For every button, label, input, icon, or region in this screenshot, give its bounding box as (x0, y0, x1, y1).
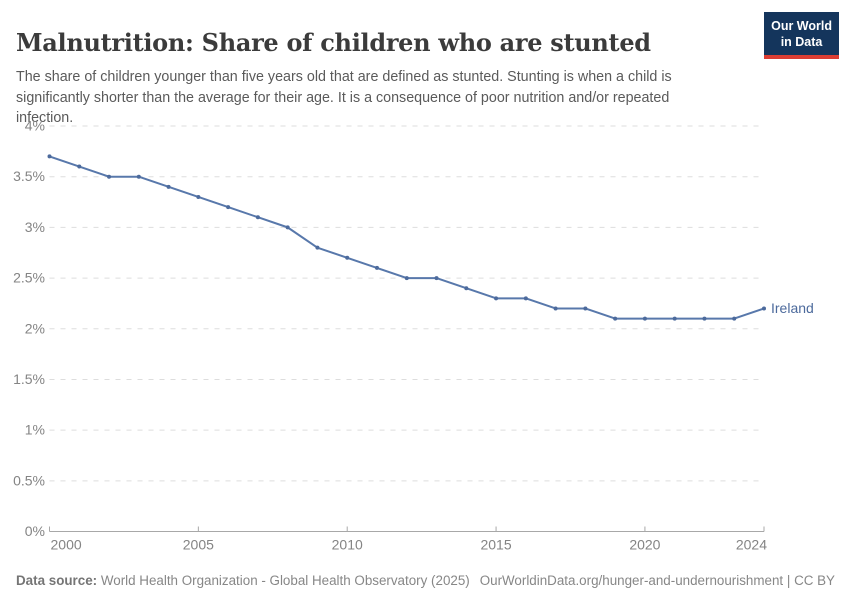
y-axis-tick-label: 0% (25, 523, 45, 539)
y-axis-tick-label: 1.5% (13, 371, 45, 387)
x-axis-tick-label: 2020 (629, 537, 660, 553)
data-point[interactable] (345, 255, 350, 260)
data-point[interactable] (762, 306, 766, 311)
data-point[interactable] (494, 296, 499, 301)
data-point[interactable] (642, 316, 647, 321)
data-point[interactable] (285, 225, 290, 230)
x-axis-tick-label: 2005 (183, 537, 214, 553)
datasource-label: Data source: (16, 573, 98, 588)
data-point[interactable] (434, 276, 439, 281)
y-axis-tick-label: 2.5% (13, 270, 45, 286)
data-point[interactable] (404, 276, 409, 281)
y-axis-tick-label: 1% (25, 422, 45, 438)
x-axis-tick-label: 2000 (51, 537, 82, 553)
data-point[interactable] (732, 316, 737, 321)
x-axis-tick-label: 2024 (736, 537, 767, 553)
chart-subtitle: The share of children younger than five … (16, 69, 672, 127)
data-point[interactable] (374, 265, 379, 270)
y-axis-tick-label: 2% (25, 320, 45, 336)
data-point[interactable] (315, 245, 320, 250)
data-point[interactable] (47, 154, 52, 159)
series-line-ireland[interactable] (49, 155, 765, 320)
owid-logo[interactable]: Our World in Data (764, 12, 839, 59)
data-point[interactable] (226, 205, 231, 210)
data-point[interactable] (107, 174, 112, 179)
datasource-value: World Health Organization - Global Healt… (97, 573, 470, 588)
footer-datasource: Data source: World Health Organization -… (16, 573, 470, 588)
owid-logo-line1: Our World (771, 19, 832, 33)
data-point[interactable] (613, 316, 618, 321)
entity-label-ireland[interactable]: Ireland (771, 300, 814, 316)
y-axis-tick-label: 4% (25, 118, 45, 134)
data-point[interactable] (583, 306, 588, 311)
footer-citation-link[interactable]: OurWorldinData.org/hunger-and-undernouri… (479, 573, 835, 588)
data-point[interactable] (166, 184, 171, 189)
y-axis-tick-label: 3% (25, 219, 45, 235)
data-point[interactable] (464, 286, 469, 291)
y-axis-tick-label: 0.5% (13, 472, 45, 488)
data-point[interactable] (523, 296, 528, 301)
chart-footer: Data source: World Health Organization -… (16, 573, 835, 588)
data-point[interactable] (77, 164, 82, 169)
data-point[interactable] (553, 306, 558, 311)
chart-title: Malnutrition: Share of children who are … (16, 28, 651, 58)
x-axis-tick-label: 2015 (480, 537, 511, 553)
x-axis-tick-label: 2010 (332, 537, 363, 553)
owid-logo-line2: in Data (780, 35, 823, 50)
data-point[interactable] (196, 194, 201, 199)
y-axis-tick-label: 3.5% (13, 168, 45, 184)
data-point[interactable] (672, 316, 677, 321)
data-point[interactable] (702, 316, 707, 321)
data-point[interactable] (255, 215, 260, 220)
data-point[interactable] (136, 174, 141, 179)
